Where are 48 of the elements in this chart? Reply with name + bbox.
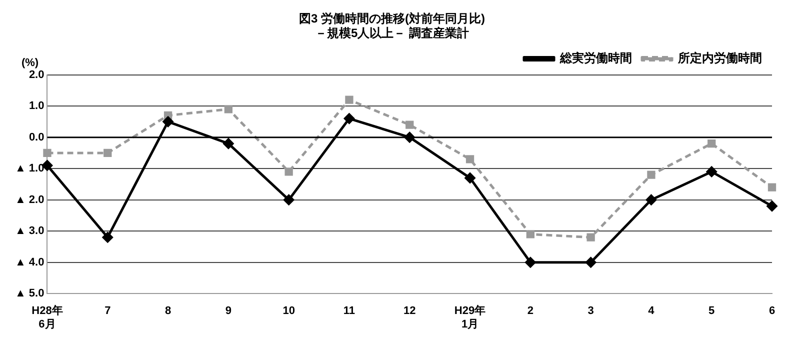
x-tick-label: 5 xyxy=(708,305,715,318)
y-tick-label: 0.0 xyxy=(28,131,44,144)
point xyxy=(526,230,534,238)
chart-title: 図3 労働時間の推移(対前年同月比) xyxy=(299,12,486,26)
x-tick-label: 10 xyxy=(282,305,295,318)
point xyxy=(345,96,354,104)
point xyxy=(586,257,596,268)
x-tick-label: H28年 6月 xyxy=(32,304,63,330)
x-tick-label: H29年 1月 xyxy=(454,304,486,330)
point xyxy=(706,166,717,177)
x-tick-label: 6 xyxy=(768,305,776,318)
y-tick-label: ▲ 5.0 xyxy=(14,288,44,300)
point xyxy=(223,138,234,149)
point xyxy=(43,148,52,158)
point xyxy=(224,105,233,114)
x-tick-label: 12 xyxy=(403,305,416,318)
chart-subtitle: －規模5人以上－ 調査産業計 xyxy=(314,26,470,40)
x-tick-label: 4 xyxy=(648,305,656,318)
point xyxy=(766,200,778,212)
point xyxy=(768,183,776,192)
point xyxy=(586,233,595,242)
y-axis-title: (%) xyxy=(21,56,39,69)
legend-label: 総実労働時間 xyxy=(559,51,632,66)
point xyxy=(104,148,112,158)
point xyxy=(284,194,294,206)
y-tick-label: 2.0 xyxy=(28,68,44,81)
point xyxy=(525,257,536,268)
legend-label: 所定内労働時間 xyxy=(677,51,762,66)
x-tick-label: 11 xyxy=(343,305,356,318)
x-tick-label: 2 xyxy=(527,305,534,318)
point xyxy=(466,155,474,164)
y-tick-label: ▲ 4.0 xyxy=(14,256,44,268)
y-tick-label: ▲ 2.0 xyxy=(14,194,44,206)
point xyxy=(344,113,354,124)
point xyxy=(102,232,113,243)
x-tick-label: 3 xyxy=(588,305,594,318)
x-tick-label: 7 xyxy=(104,305,111,318)
y-tick-label: ▲ 3.0 xyxy=(14,225,44,238)
point xyxy=(708,139,716,148)
point xyxy=(646,194,656,206)
point xyxy=(284,168,293,176)
x-tick-label: 9 xyxy=(225,305,232,318)
point xyxy=(647,170,656,179)
point xyxy=(406,120,414,129)
point xyxy=(162,116,174,127)
x-tick-label: 8 xyxy=(164,305,172,318)
point xyxy=(464,172,476,184)
y-tick-label: 1.0 xyxy=(28,100,44,112)
